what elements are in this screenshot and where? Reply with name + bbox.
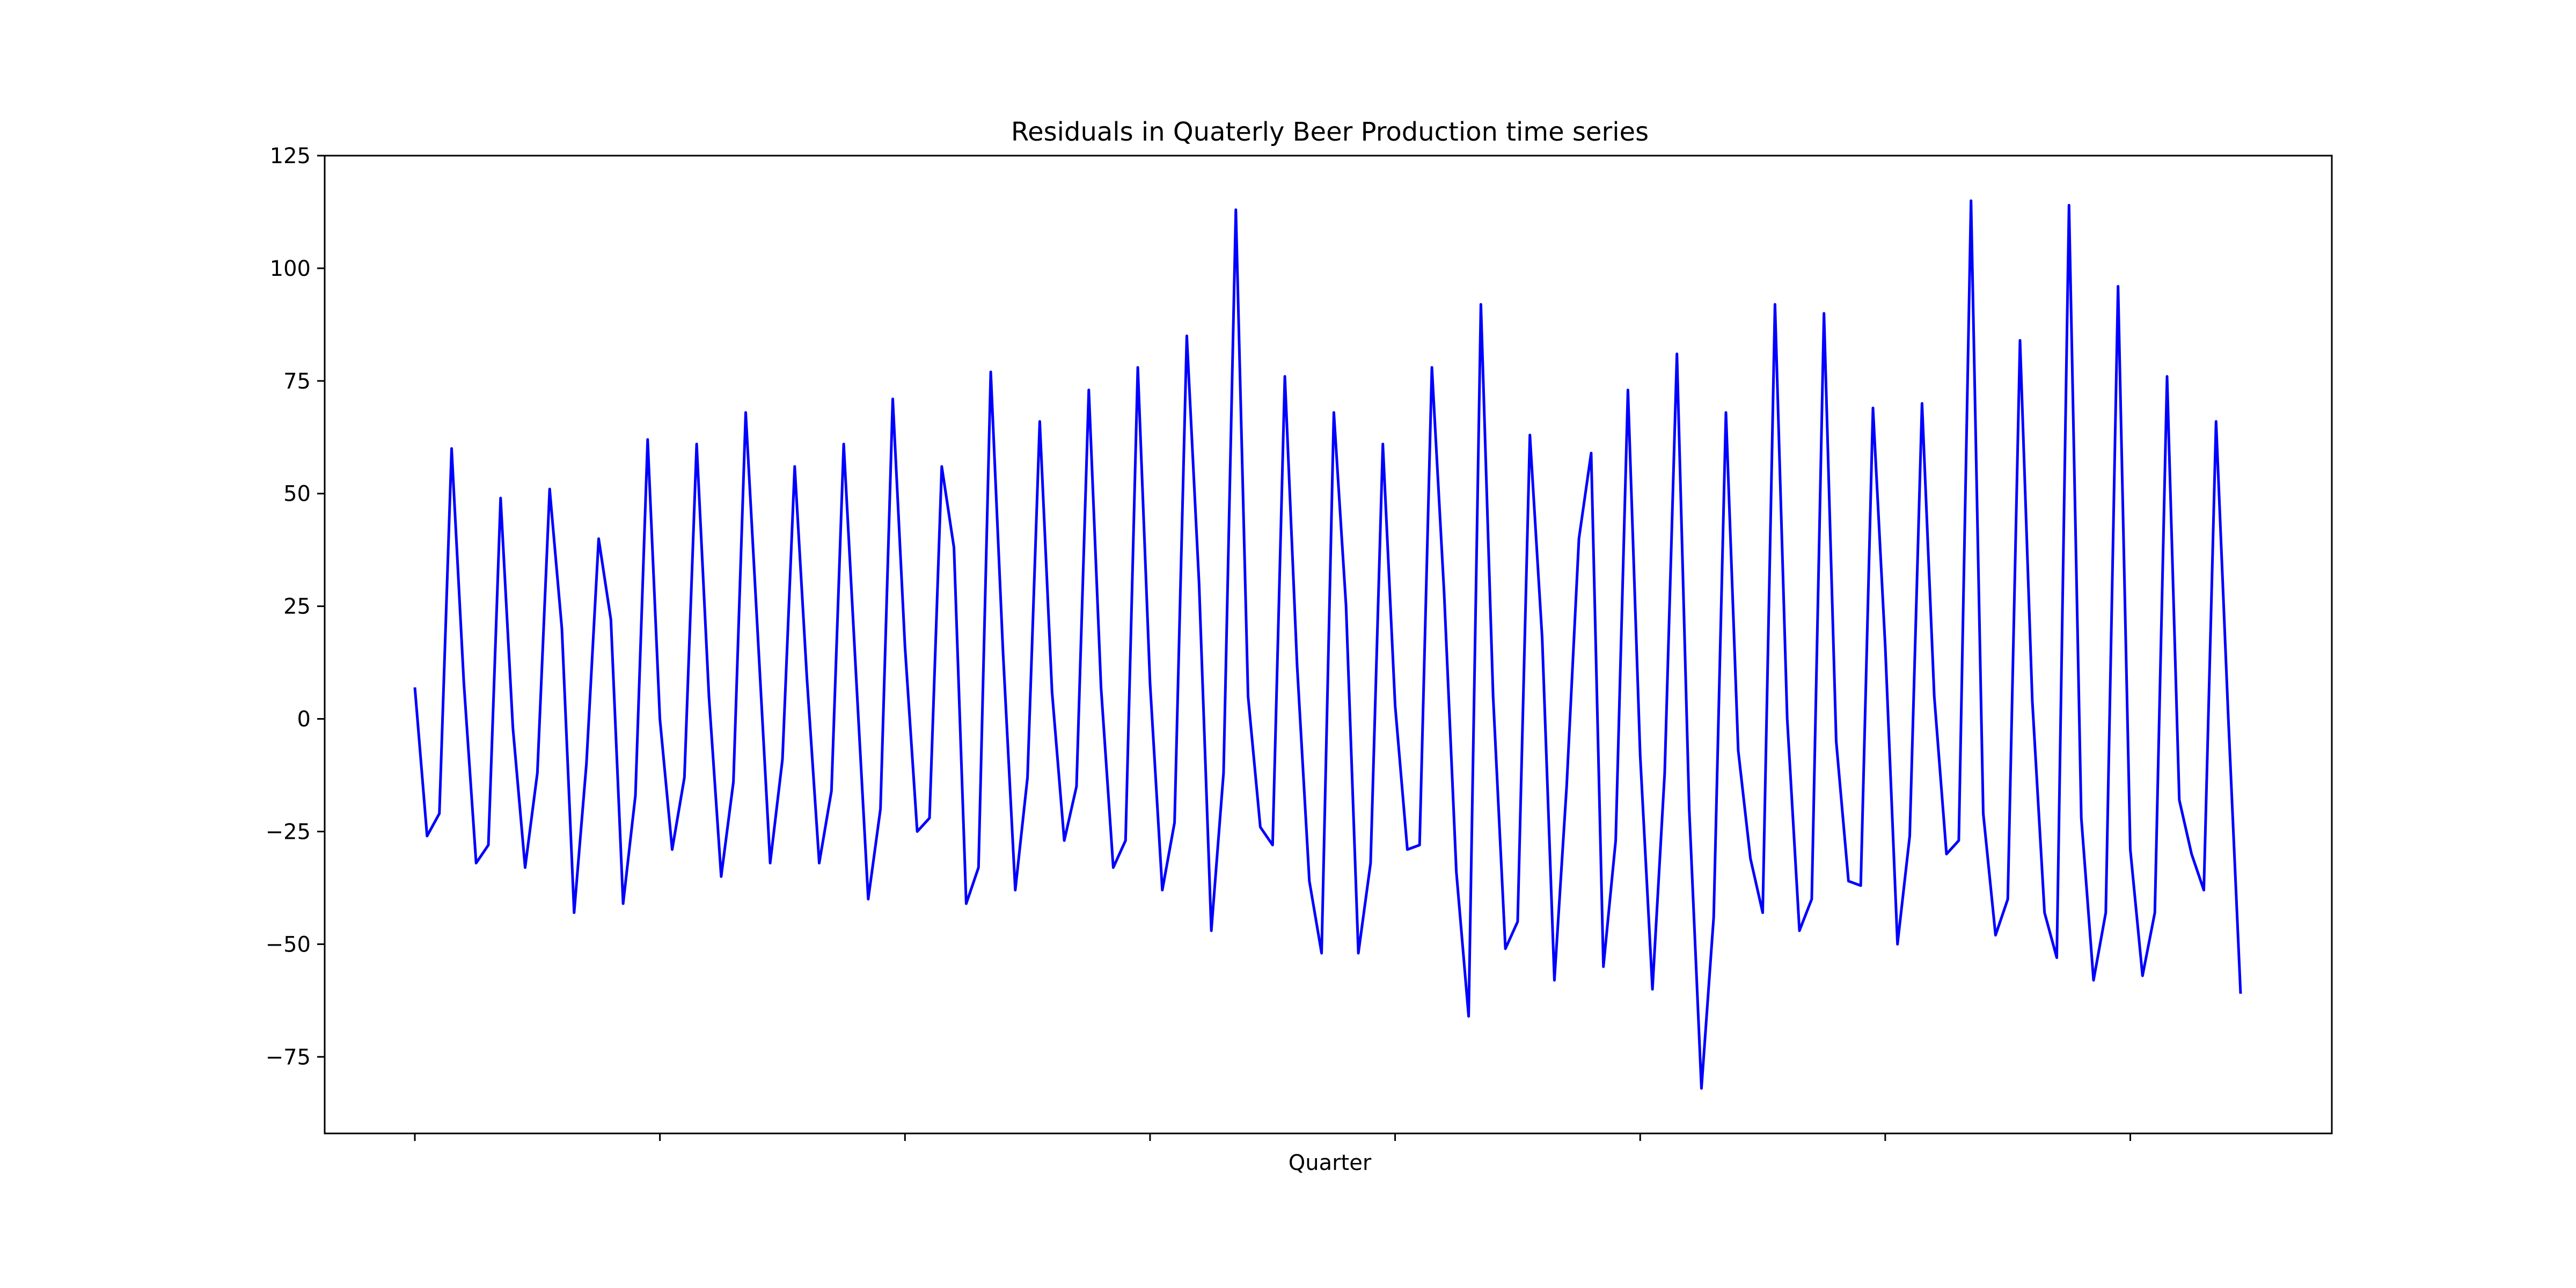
y-tick-label: −75 bbox=[266, 1045, 311, 1070]
y-tick-label: 0 bbox=[297, 707, 311, 732]
y-tick-label: −50 bbox=[266, 932, 311, 957]
y-tick-label: 125 bbox=[270, 144, 311, 169]
plot-area bbox=[413, 199, 2242, 1090]
y-tick-label: −25 bbox=[266, 819, 311, 844]
y-tick-label: 25 bbox=[283, 595, 311, 619]
residuals-series-line bbox=[413, 199, 2242, 1090]
chart-title: Residuals in Quaterly Beer Production ti… bbox=[1011, 117, 1649, 147]
y-axis: −75 −50 −25 0 25 50 75 100 125 bbox=[266, 144, 325, 1070]
y-tick-label: 50 bbox=[283, 482, 311, 507]
x-axis-label: Quarter bbox=[1289, 1151, 1372, 1175]
y-tick-label: 100 bbox=[270, 257, 311, 281]
plot-frame bbox=[324, 155, 2333, 1135]
y-tick-label: 75 bbox=[283, 369, 311, 394]
x-axis bbox=[414, 1133, 2132, 1141]
